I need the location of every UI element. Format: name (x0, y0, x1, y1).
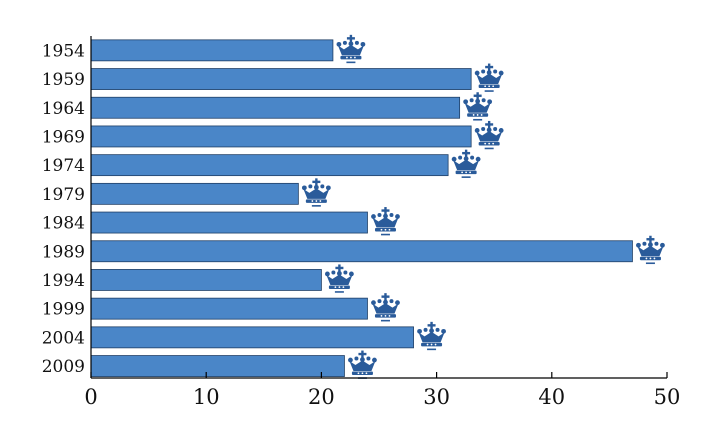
category-label: 2004 (42, 328, 85, 348)
category-labels: 1954 1959 1964 1969 1974 1979 1984 1989 1994 1999… (42, 41, 85, 377)
bar-1994 (90, 269, 322, 291)
x-tick-label: 50 (654, 385, 681, 409)
bar-1979 (90, 182, 299, 205)
category-label: 1989 (42, 242, 85, 262)
bar-1989 (90, 240, 633, 263)
x-tick-label: 20 (308, 385, 335, 409)
category-label: 1954 (42, 41, 85, 61)
crown-icon (417, 321, 446, 351)
crown-icon (463, 92, 493, 121)
bar-1969 (90, 125, 472, 148)
crown-icon (348, 350, 377, 379)
x-tick-label: 40 (538, 385, 565, 409)
crown-icon (474, 63, 504, 92)
category-label: 1974 (42, 156, 85, 176)
crown-icon (474, 120, 504, 150)
bar-1959 (90, 68, 472, 90)
category-label: 1969 (42, 127, 85, 147)
x-tick-label: 10 (193, 385, 220, 409)
bar-2004 (90, 326, 414, 349)
x-tick-label: 0 (84, 385, 97, 409)
x-axis-ticks: 0 10 20 30 40 50 (84, 372, 680, 409)
crown-icon (336, 34, 366, 64)
category-label: 1999 (42, 300, 85, 320)
category-label: 1964 (42, 99, 85, 119)
x-tick-label: 30 (423, 385, 450, 409)
crown-icon (371, 207, 400, 236)
category-label: 1959 (42, 70, 85, 90)
category-label: 1984 (42, 214, 85, 234)
bar-1984 (90, 211, 368, 234)
category-label: 1979 (42, 185, 85, 205)
bar-2009 (90, 355, 345, 377)
bar-1964 (90, 96, 461, 119)
bar-1999 (90, 297, 368, 320)
crown-icon (451, 149, 481, 178)
crown-icon (371, 293, 400, 322)
category-label: 2009 (42, 357, 85, 377)
category-label: 1994 (42, 271, 85, 291)
crown-icon (301, 178, 331, 207)
bar-1974 (90, 154, 449, 177)
bar-1954 (90, 39, 334, 62)
crown-icon (325, 264, 354, 293)
bars-group (90, 39, 633, 377)
crown-icon (636, 235, 665, 265)
